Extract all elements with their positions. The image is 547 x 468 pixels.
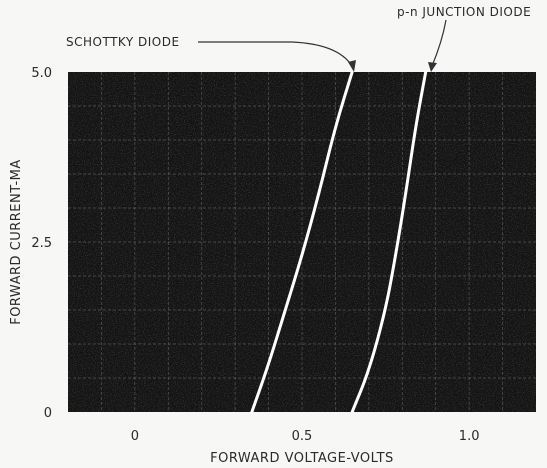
legend-arrow-schottky (348, 60, 356, 72)
x-tick-label: 0.5 (292, 429, 313, 444)
legend-label-pn: p-n JUNCTION DIODE (397, 5, 531, 19)
curves (250, 70, 428, 414)
y-tick-label: 0 (44, 406, 52, 421)
series-line-schottky (250, 70, 354, 414)
legend-label-schottky: SCHOTTKY DIODE (66, 35, 180, 49)
x-axis-label: FORWARD VOLTAGE-VOLTS (210, 451, 394, 466)
x-tick-labels: 0 0.5 1.0 (131, 429, 480, 444)
legend-arrow-pn (428, 62, 437, 72)
plot-noise (68, 72, 536, 412)
x-tick-label: 1.0 (459, 429, 480, 444)
x-tick-label: 0 (131, 429, 139, 444)
grid (68, 72, 536, 412)
series-line-pn-junction (350, 70, 428, 414)
y-tick-label: 5.0 (31, 66, 52, 81)
y-axis-label: FORWARD CURRENT-MA (9, 159, 24, 325)
y-tick-label: 2.5 (31, 236, 52, 251)
legend-leader-pn (431, 19, 447, 67)
y-tick-labels: 0 2.5 5.0 (31, 66, 52, 421)
legend-leader-schottky (198, 41, 353, 67)
